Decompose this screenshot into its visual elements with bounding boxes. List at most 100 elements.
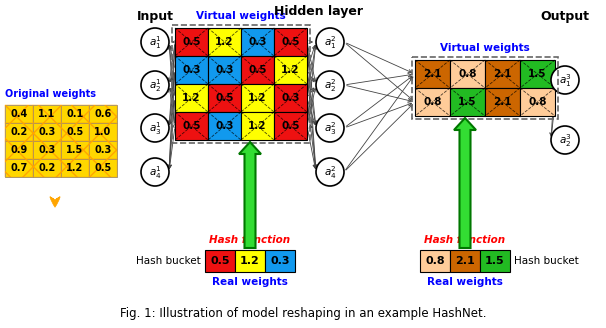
Text: 2.1: 2.1 (455, 256, 475, 266)
Text: $a_{1}^{2}$: $a_{1}^{2}$ (324, 34, 336, 51)
Text: 1.2: 1.2 (215, 37, 234, 47)
Bar (274, 112, 307, 140)
Text: 0.3: 0.3 (95, 145, 112, 155)
Text: 2.1: 2.1 (493, 69, 511, 79)
Bar (33, 123, 61, 141)
Bar (520, 60, 555, 88)
Text: 1.2: 1.2 (248, 93, 267, 103)
Text: 1.2: 1.2 (240, 256, 260, 266)
Text: 0.5: 0.5 (182, 121, 201, 131)
Text: 0.3: 0.3 (215, 121, 234, 131)
Bar (480, 250, 510, 272)
Bar (5, 159, 33, 177)
Text: 0.3: 0.3 (270, 256, 290, 266)
Bar (33, 141, 61, 159)
Text: $a_{1}^{1}$: $a_{1}^{1}$ (148, 34, 161, 51)
Bar (33, 141, 61, 159)
Text: Hash function: Hash function (424, 235, 505, 245)
Text: $a_{1}^{3}$: $a_{1}^{3}$ (559, 72, 571, 90)
Text: 0.8: 0.8 (425, 256, 445, 266)
Bar (61, 105, 89, 123)
Bar (274, 28, 307, 56)
Bar (450, 88, 485, 116)
Bar (241, 84, 274, 112)
Text: $a_{4}^{1}$: $a_{4}^{1}$ (148, 165, 161, 181)
Bar (33, 105, 61, 123)
Circle shape (316, 28, 344, 56)
Bar (5, 105, 33, 123)
Text: Virtual weights: Virtual weights (440, 43, 530, 53)
Bar (5, 105, 33, 123)
Text: 0.5: 0.5 (67, 127, 84, 137)
Text: Hash bucket: Hash bucket (514, 256, 579, 266)
Bar (89, 141, 117, 159)
Bar (172, 25, 310, 143)
Text: 0.5: 0.5 (281, 121, 300, 131)
Bar (33, 123, 61, 141)
Text: 0.8: 0.8 (458, 69, 477, 79)
FancyArrow shape (454, 118, 476, 248)
Text: 0.4: 0.4 (10, 109, 28, 119)
Bar (89, 159, 117, 177)
Bar (485, 60, 520, 88)
Bar (89, 123, 117, 141)
Bar (89, 105, 117, 123)
Bar (61, 159, 89, 177)
Bar (241, 28, 274, 56)
Bar (5, 141, 33, 159)
Bar (265, 250, 295, 272)
Bar (450, 250, 480, 272)
Bar (61, 159, 89, 177)
Bar (61, 141, 89, 159)
Text: 0.3: 0.3 (281, 93, 300, 103)
Text: Real weights: Real weights (212, 277, 288, 287)
Bar (208, 56, 241, 84)
Bar (5, 159, 33, 177)
Circle shape (316, 71, 344, 99)
Circle shape (141, 114, 169, 142)
Text: 1.1: 1.1 (38, 109, 56, 119)
Circle shape (141, 28, 169, 56)
Text: $a_{3}^{1}$: $a_{3}^{1}$ (148, 121, 161, 137)
Circle shape (551, 126, 579, 154)
Text: 1.2: 1.2 (182, 93, 201, 103)
Bar (412, 57, 558, 119)
Bar (61, 123, 89, 141)
Bar (415, 88, 450, 116)
Bar (61, 123, 89, 141)
Text: Real weights: Real weights (427, 277, 503, 287)
Bar (241, 56, 274, 84)
Text: 0.6: 0.6 (95, 109, 112, 119)
Bar (274, 56, 307, 84)
Bar (175, 28, 208, 56)
Text: 0.5: 0.5 (281, 37, 300, 47)
Text: 1.2: 1.2 (248, 121, 267, 131)
Bar (274, 84, 307, 112)
Text: 0.5: 0.5 (210, 256, 230, 266)
Text: 1.0: 1.0 (95, 127, 112, 137)
Text: Hash function: Hash function (210, 235, 290, 245)
Text: 1.2: 1.2 (67, 163, 84, 173)
Bar (89, 141, 117, 159)
Text: Original weights: Original weights (5, 89, 96, 99)
Text: $a_{2}^{3}$: $a_{2}^{3}$ (559, 133, 571, 149)
Text: 1.5: 1.5 (485, 256, 505, 266)
Text: Virtual weights: Virtual weights (196, 11, 286, 21)
Text: 1.5: 1.5 (458, 97, 477, 107)
Text: 0.3: 0.3 (215, 65, 234, 75)
Text: 0.3: 0.3 (38, 127, 56, 137)
Bar (485, 88, 520, 116)
Text: 0.5: 0.5 (248, 65, 267, 75)
Bar (5, 141, 33, 159)
Bar (420, 250, 450, 272)
Bar (61, 105, 89, 123)
Bar (33, 105, 61, 123)
Circle shape (551, 66, 579, 94)
Circle shape (141, 71, 169, 99)
Bar (33, 159, 61, 177)
Text: Hash bucket: Hash bucket (136, 256, 201, 266)
Text: 0.2: 0.2 (38, 163, 56, 173)
Circle shape (316, 158, 344, 186)
Text: 0.3: 0.3 (182, 65, 201, 75)
Text: 1.2: 1.2 (281, 65, 300, 75)
